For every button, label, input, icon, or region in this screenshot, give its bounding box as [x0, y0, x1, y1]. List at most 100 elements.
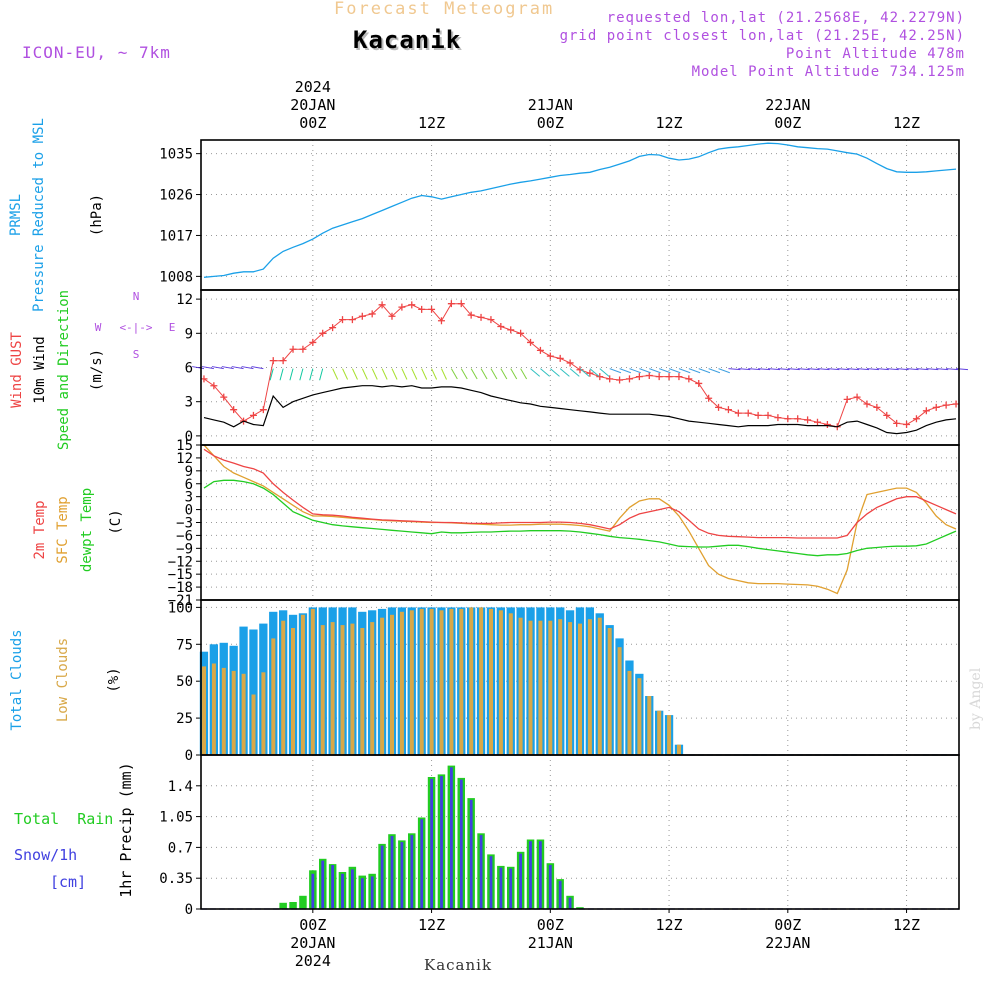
y-tick-label: 1017: [159, 228, 193, 244]
snow-bar: [509, 868, 513, 909]
snow-bar: [331, 865, 334, 909]
gust-marker: [309, 338, 317, 346]
dewpt-label: dewpt Temp: [79, 488, 95, 572]
wind-arrow: [827, 368, 840, 371]
wind-arrow: [241, 366, 254, 370]
gust-marker: [220, 393, 228, 401]
wind-arrow: [351, 368, 358, 380]
gust-marker: [586, 369, 594, 377]
snow-bar: [420, 819, 424, 909]
wind-arrow: [837, 368, 850, 371]
wind-arrow: [886, 368, 899, 371]
wind-arrow: [211, 366, 224, 370]
gust-marker: [398, 303, 406, 311]
wind-arrow: [342, 368, 349, 380]
gust-marker: [546, 352, 554, 360]
gust-marker: [259, 406, 267, 414]
y-tick-label: 25: [176, 711, 193, 727]
low-cloud-bar: [330, 622, 335, 755]
wind-arrow: [649, 368, 661, 374]
gust-marker: [724, 406, 732, 414]
gust-marker: [774, 414, 782, 422]
bottom-time-label: 20JAN: [290, 934, 335, 952]
rain-bar: [279, 902, 287, 909]
wind-arrow: [718, 368, 730, 374]
wind-arrow: [470, 368, 478, 380]
gust-marker: [794, 415, 802, 423]
total-clouds-label: Total Clouds: [9, 629, 25, 730]
bottom-time-label: 12Z: [418, 916, 445, 934]
gust-marker: [744, 409, 752, 417]
compass-arrow: <-|->: [119, 321, 152, 334]
gust-marker: [942, 401, 950, 409]
y-tick-label: 3: [185, 395, 193, 411]
wind-arrow: [639, 368, 651, 374]
gust-marker: [329, 324, 337, 332]
gust-marker: [863, 400, 871, 408]
wind-arrow: [289, 368, 294, 381]
low-cloud-bar: [498, 610, 503, 755]
wind-arrow: [797, 368, 810, 371]
gust-marker: [922, 407, 930, 415]
snow-bar: [548, 865, 552, 909]
gust-marker: [705, 394, 713, 402]
gust-marker: [635, 373, 643, 381]
wind-arrow: [201, 366, 214, 370]
gust-marker: [497, 322, 505, 330]
gust-marker: [210, 382, 218, 390]
y-tick-label: 100: [168, 600, 193, 616]
y-tick-label: 0: [185, 748, 193, 764]
top-time-label: 20JAN: [290, 96, 335, 114]
gust-marker: [813, 418, 821, 426]
y-tick-label: −12: [168, 554, 193, 570]
gust-marker: [764, 411, 772, 419]
low-cloud-bar: [657, 710, 662, 755]
bottom-time-label: 12Z: [656, 916, 683, 934]
wind-arrow: [309, 368, 314, 381]
forecast-meteogram-subtitle: Forecast Meteogram: [334, 0, 555, 19]
wind-arrow: [319, 368, 324, 381]
low-cloud-bar: [538, 620, 543, 755]
wind-arrow: [371, 368, 378, 380]
gust-marker: [596, 373, 604, 381]
legend-total-rain: Total Rain: [14, 810, 114, 828]
low-cloud-bar: [637, 678, 642, 755]
wind-arrow: [876, 368, 889, 371]
low-cloud-bar: [667, 715, 672, 755]
y-tick-label: −9: [176, 541, 193, 557]
snow-bar: [390, 836, 394, 909]
panel-border: [200, 754, 960, 910]
wind-arrow: [708, 368, 721, 374]
wind-arrow: [480, 368, 488, 380]
model-point-altitude: Model Point Altitude 734.125m: [691, 64, 965, 80]
wind-arrow: [955, 368, 969, 371]
wind-arrow: [549, 368, 560, 377]
gust-marker: [428, 305, 436, 313]
precip-label: 1hr Precip (mm): [117, 762, 135, 897]
compass-w: W: [95, 321, 102, 334]
gust-marker: [477, 313, 485, 321]
total-cloud-bar: [249, 629, 258, 755]
gust-marker: [576, 366, 584, 374]
low-clouds-label: Low Clouds: [55, 638, 71, 722]
sfc-temp-line: [203, 444, 957, 595]
gust-marker: [754, 411, 762, 419]
wind-arrow: [906, 368, 919, 371]
bottom-time-label: 2024: [295, 952, 331, 970]
gust-marker: [843, 395, 851, 403]
wind-arrow: [589, 368, 600, 377]
footer-station-name: Kacanik: [424, 956, 493, 974]
pressure-label-1: PRMSL: [8, 194, 24, 236]
low-cloud-bar: [261, 672, 266, 755]
gust-marker: [903, 420, 911, 428]
low-cloud-bar: [647, 696, 652, 755]
wind-arrow: [579, 368, 590, 377]
low-cloud-bar: [300, 614, 305, 755]
y-tick-label: 1.05: [159, 810, 193, 826]
low-cloud-bar: [409, 610, 414, 755]
gust-marker: [883, 411, 891, 419]
wind-arrow: [450, 368, 458, 380]
bottom-time-label: 12Z: [893, 916, 920, 934]
